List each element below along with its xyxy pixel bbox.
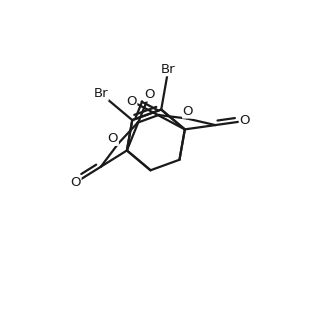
Text: O: O [126, 94, 137, 108]
Text: O: O [144, 88, 155, 101]
Text: O: O [240, 115, 250, 127]
Text: O: O [183, 105, 193, 118]
Text: O: O [108, 132, 118, 145]
Text: O: O [70, 176, 81, 189]
Text: Br: Br [161, 63, 176, 76]
Text: Br: Br [93, 87, 108, 100]
